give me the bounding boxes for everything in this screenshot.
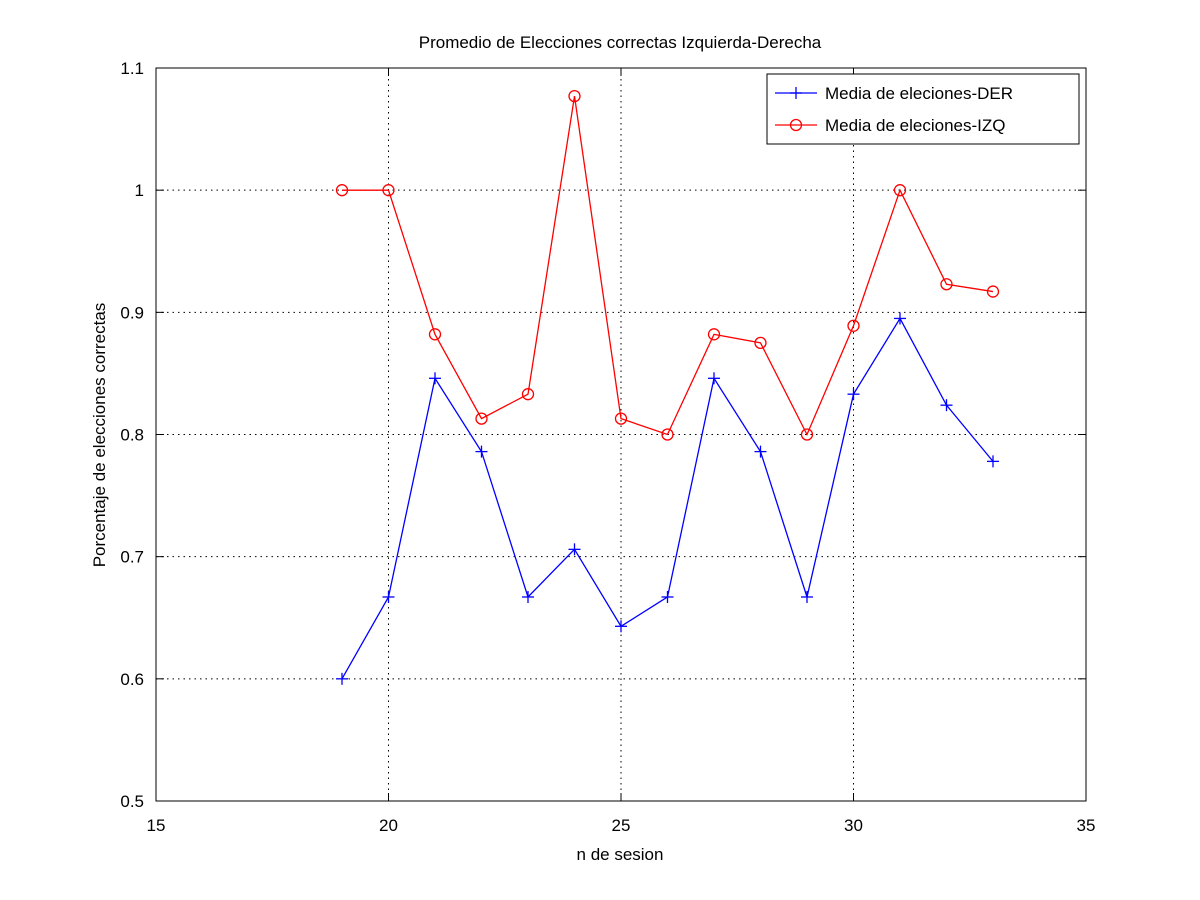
y-tick-label: 0.9: [120, 303, 144, 322]
data-point-der: [940, 399, 953, 412]
x-tick-label: 15: [147, 816, 166, 835]
y-axis-label: Porcentaje de elecciones correctas: [90, 303, 109, 568]
data-point-izq: [521, 388, 535, 401]
x-tick-label: 30: [844, 816, 863, 835]
data-point-izq: [661, 428, 674, 441]
series-izq: [335, 89, 1000, 441]
y-tick-label: 0.8: [120, 426, 144, 445]
data-point-der: [336, 672, 348, 685]
y-tick-label: 0.5: [120, 792, 144, 811]
data-point-izq: [382, 184, 395, 197]
data-point-izq: [986, 285, 1000, 298]
data-point-izq: [707, 328, 721, 341]
data-point-der: [661, 590, 674, 603]
legend-label-der: Media de eleciones-DER: [825, 84, 1013, 103]
y-tick-label: 1.1: [120, 59, 144, 78]
data-point-izq: [568, 89, 581, 103]
axes: [155, 67, 1087, 802]
data-point-der: [382, 590, 395, 603]
x-axis-label: n de sesion: [577, 845, 664, 864]
series-der: [336, 312, 999, 685]
data-point-izq: [754, 336, 767, 350]
data-point-der: [754, 445, 767, 458]
legend-marker-izq: [789, 118, 803, 132]
series-line-izq: [342, 95, 994, 437]
data-point-der: [847, 388, 860, 401]
data-point-der: [568, 543, 581, 556]
legend-label-izq: Media de eleciones-IZQ: [825, 116, 1005, 135]
legend: Media de eleciones-DER Media de eleciones…: [766, 73, 1080, 145]
data-point-der: [615, 620, 627, 633]
x-tick-label: 35: [1077, 816, 1096, 835]
legend-marker-der: [790, 87, 802, 99]
legend-item-izq: Media de eleciones-IZQ: [775, 116, 1005, 135]
data-point-der: [708, 372, 720, 385]
data-point-der: [987, 455, 999, 468]
data-point-izq: [614, 412, 628, 425]
data-point-izq: [475, 412, 488, 425]
data-point-izq: [847, 319, 860, 332]
data-point-izq: [893, 184, 907, 197]
y-tick-label: 1: [135, 181, 144, 200]
data-point-der: [475, 445, 488, 458]
tick-labels: 15 20 25 30 35 0.5 0.6 0.7 0.8 0.9 1 1.1: [120, 59, 1095, 835]
x-tick-label: 20: [379, 816, 398, 835]
y-tick-label: 0.6: [120, 670, 144, 689]
y-tick-label: 0.7: [120, 548, 144, 567]
data-point-izq: [940, 278, 953, 291]
data-point-izq: [428, 328, 442, 341]
legend-box: [766, 73, 1080, 145]
data-point-der: [801, 590, 813, 603]
data-point-der: [894, 312, 906, 325]
data-point-izq: [335, 184, 349, 197]
data-point-der: [522, 590, 534, 603]
series: [335, 89, 1000, 685]
x-tick-label: 25: [612, 816, 631, 835]
data-point-der: [429, 372, 441, 385]
chart-title: Promedio de Elecciones correctas Izquier…: [419, 33, 822, 52]
data-point-izq: [800, 428, 814, 441]
legend-item-der: Media de eleciones-DER: [775, 84, 1013, 103]
